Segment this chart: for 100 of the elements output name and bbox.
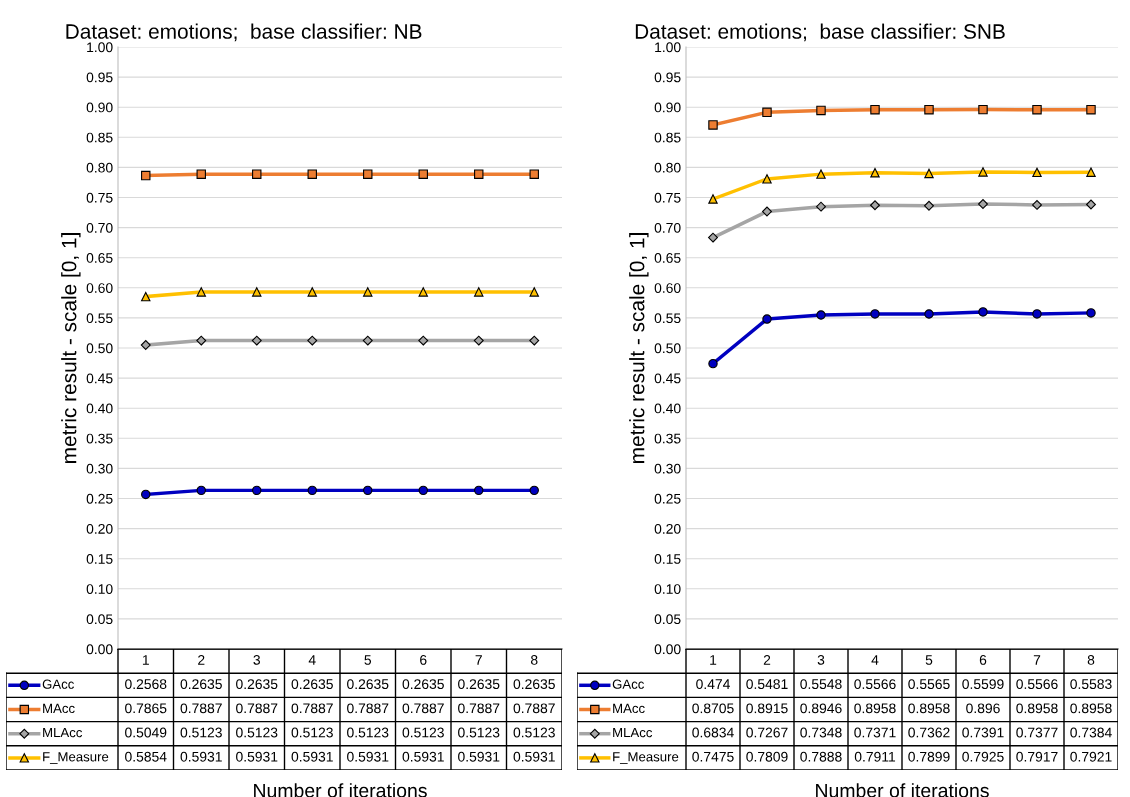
data-label: 0.7809 <box>746 751 788 762</box>
point <box>816 201 826 212</box>
y-tick-label: 0.80 <box>86 162 113 173</box>
y-tick-label: 0.75 <box>654 192 681 203</box>
data-label: 0.5565 <box>908 679 950 690</box>
y-tick-label: 0.45 <box>654 373 681 384</box>
y-tick-label: 0.20 <box>654 523 681 534</box>
data-label: 0.7362 <box>908 727 950 738</box>
point <box>762 174 772 184</box>
y-tick-label: 0.60 <box>86 283 113 293</box>
data-label: 0.2568 <box>125 679 167 690</box>
y-tick-label: 0.30 <box>86 463 113 474</box>
point <box>529 335 540 346</box>
y-tick-label: 0.10 <box>654 584 681 594</box>
point <box>141 489 151 500</box>
chart-title: Dataset: emotions; base classifier: SNB <box>635 23 1005 42</box>
point <box>418 169 428 179</box>
legend-label: MAcc <box>613 703 645 714</box>
data-label: 0.7917 <box>1016 751 1058 762</box>
y-tick-label: 0.00 <box>654 644 681 655</box>
point <box>708 358 718 369</box>
legend-label: MAcc <box>43 703 75 714</box>
point <box>1086 199 1096 210</box>
data-label: 0.5123 <box>402 727 444 738</box>
data-label: 0.7384 <box>1070 727 1112 738</box>
data-label: 0.8705 <box>692 703 734 714</box>
data-label: 0.8915 <box>746 703 788 714</box>
point <box>924 309 934 319</box>
chart-title: Dataset: emotions; base classifier: NB <box>66 23 422 42</box>
data-label: 0.7925 <box>962 751 1004 762</box>
data-label: 0.5931 <box>236 751 278 762</box>
data-label: 0.2635 <box>236 679 278 690</box>
point <box>1086 308 1096 318</box>
x-tick-label: 2 <box>763 654 771 665</box>
point <box>870 105 880 115</box>
legend-label: GAcc <box>612 679 645 689</box>
point <box>418 485 428 496</box>
point <box>708 120 718 130</box>
data-label: 0.7887 <box>513 703 555 714</box>
point <box>307 335 318 346</box>
y-tick-label: 0.95 <box>86 72 113 83</box>
data-label: 0.6834 <box>692 727 734 738</box>
point <box>418 335 429 346</box>
data-label: 0.7921 <box>1070 751 1112 762</box>
data-label: 0.5123 <box>180 727 222 738</box>
data-label: 0.7391 <box>962 727 1004 738</box>
point <box>140 340 151 351</box>
data-label: 0.8958 <box>1070 703 1112 714</box>
data-label: 0.5123 <box>236 727 278 738</box>
data-label: 0.7887 <box>180 703 222 714</box>
y-tick-label: 0.15 <box>654 554 681 564</box>
data-label: 0.5599 <box>962 679 1004 690</box>
data-label: 0.7865 <box>125 703 167 714</box>
y-tick-label: 0.20 <box>86 523 113 534</box>
data-label: 0.8958 <box>854 703 896 714</box>
point <box>251 335 262 346</box>
legend-label: F_Measure <box>613 752 679 764</box>
point <box>473 335 484 346</box>
point <box>1032 309 1042 319</box>
point <box>870 200 880 211</box>
y-tick-label: 0.85 <box>86 132 113 143</box>
point <box>307 287 317 297</box>
data-label: 0.2635 <box>291 679 333 690</box>
data-label: 0.7887 <box>347 703 389 714</box>
data-label: 0.5481 <box>746 679 788 690</box>
y-tick-label: 0.40 <box>86 403 113 414</box>
x-tick-label: 5 <box>364 655 372 665</box>
data-label: 0.5123 <box>347 727 389 738</box>
data-label: 0.5123 <box>513 727 555 738</box>
point <box>363 169 373 179</box>
data-label: 0.5931 <box>180 751 222 762</box>
point <box>196 287 206 297</box>
data-label: 0.5931 <box>347 751 389 762</box>
point <box>924 168 934 179</box>
data-label: 0.5566 <box>1016 679 1058 690</box>
y-tick-label: 1.00 <box>87 42 113 53</box>
point <box>816 105 826 116</box>
y-axis-title: metric result - scale [0, 1] <box>629 233 649 463</box>
data-label: 0.474 <box>696 679 730 690</box>
data-label: 0.5123 <box>291 727 333 738</box>
y-tick-label: 0.75 <box>86 192 113 203</box>
y-tick-label: 0.90 <box>86 102 113 113</box>
point <box>978 307 988 317</box>
y-tick-label: 0.35 <box>654 433 681 444</box>
y-tick-label: 0.30 <box>654 463 681 474</box>
data-label: 0.8958 <box>908 703 950 714</box>
data-label: 0.5931 <box>458 751 500 762</box>
point <box>870 309 880 319</box>
data-label: 0.5931 <box>513 751 555 762</box>
y-tick-label: 0.15 <box>86 554 113 564</box>
y-tick-label: 0.10 <box>86 584 113 594</box>
y-tick-label: 0.70 <box>86 222 113 233</box>
point <box>529 287 539 297</box>
y-tick-label: 0.25 <box>86 493 113 504</box>
data-label: 0.5123 <box>458 727 500 738</box>
x-tick-label: 6 <box>979 654 987 665</box>
y-tick-label: 0.80 <box>654 162 681 173</box>
data-label: 0.7348 <box>800 727 842 738</box>
data-label: 0.7267 <box>746 727 788 738</box>
point <box>978 167 988 177</box>
